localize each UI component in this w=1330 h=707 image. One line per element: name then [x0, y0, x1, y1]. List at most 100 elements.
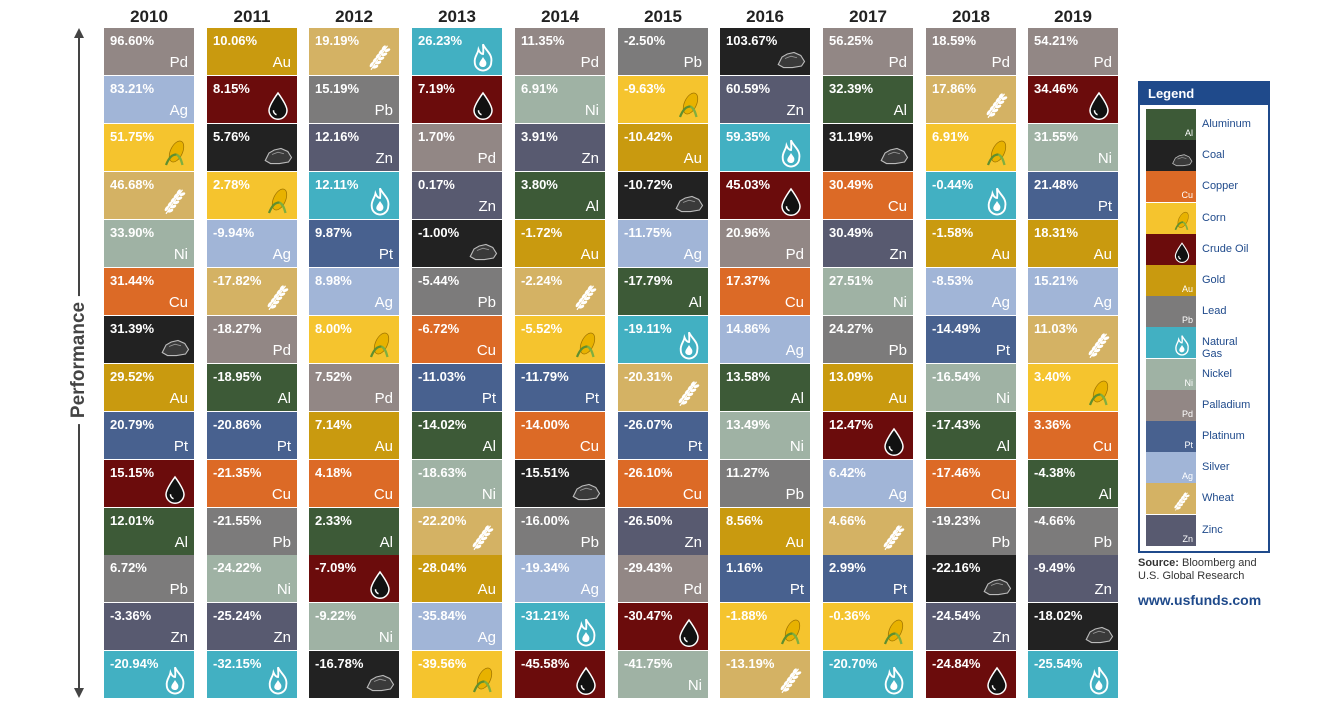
- cell-2015-crude-oil: -30.47%: [618, 603, 708, 650]
- legend-item-aluminum: Al Aluminum: [1146, 109, 1258, 140]
- return-value: -18.63%: [418, 465, 467, 480]
- return-value: -21.55%: [213, 513, 262, 528]
- cell-2017-corn: -0.36%: [823, 603, 913, 650]
- website-link[interactable]: www.usfunds.com: [1138, 592, 1262, 608]
- return-value: -26.50%: [624, 513, 673, 528]
- commodity-symbol: Au: [1093, 246, 1112, 263]
- cell-2015-platinum: -26.07% Pt: [618, 412, 708, 459]
- commodity-symbol: Pt: [1184, 440, 1193, 450]
- return-value: 8.15%: [213, 81, 250, 96]
- cell-2011-lead: -21.55% Pb: [207, 508, 297, 555]
- return-value: 2.99%: [829, 560, 866, 575]
- coal-icon: [366, 674, 395, 692]
- return-value: 96.60%: [110, 33, 155, 48]
- year-label-2010: 2010: [130, 7, 168, 26]
- oil-drop-icon: [1089, 91, 1109, 120]
- return-value: -22.20%: [418, 513, 467, 528]
- return-value: 13.49%: [726, 417, 771, 432]
- flame-icon: [576, 618, 596, 647]
- commodity-symbol: Al: [790, 390, 804, 407]
- wheat-icon: [1174, 492, 1190, 511]
- return-value: 8.56%: [726, 513, 763, 528]
- return-value: 7.52%: [315, 369, 352, 384]
- commodity-symbol: Cu: [784, 294, 804, 311]
- return-value: -20.70%: [829, 656, 878, 671]
- oil-drop-icon: [781, 187, 801, 216]
- legend-item-copper: Cu Copper: [1146, 171, 1258, 203]
- cell-2015-palladium: -29.43% Pd: [618, 555, 708, 602]
- legend-label: Copper: [1202, 180, 1239, 193]
- return-value: -0.36%: [829, 608, 871, 623]
- legend-title: Legend: [1140, 83, 1268, 105]
- return-value: 13.58%: [726, 369, 771, 384]
- cell-2011-corn: 2.78%: [207, 172, 297, 219]
- wheat-icon: [472, 525, 494, 551]
- legend-label: Wheat: [1202, 492, 1234, 505]
- commodity-symbol: Cu: [476, 342, 496, 359]
- legend-swatch: Pt: [1146, 421, 1196, 452]
- return-value: -2.50%: [624, 33, 666, 48]
- commodity-symbol: Ag: [374, 294, 393, 311]
- commodity-symbol: Pb: [683, 54, 702, 71]
- commodity-symbol: Al: [688, 294, 702, 311]
- cell-2017-palladium: 56.25% Pd: [823, 28, 913, 75]
- return-value: -11.75%: [624, 225, 672, 240]
- corn-icon: [883, 619, 904, 645]
- cell-2013-platinum: -11.03% Pt: [412, 364, 502, 411]
- return-value: -18.02%: [1034, 608, 1083, 623]
- oil-drop-icon: [884, 427, 904, 456]
- legend-swatch: Zn: [1146, 514, 1196, 546]
- commodity-symbol: Pd: [580, 54, 599, 71]
- legend-item-corn: Corn: [1146, 202, 1258, 234]
- return-value: -18.95%: [213, 369, 262, 384]
- corn-icon: [780, 619, 801, 645]
- year-label-2017: 2017: [849, 7, 887, 26]
- cell-2019-crude-oil: 34.46%: [1028, 76, 1118, 123]
- commodity-symbol: Pt: [995, 342, 1010, 359]
- cell-2011-silver: -9.94% Ag: [207, 220, 297, 267]
- cell-2019-zinc: -9.49% Zn: [1028, 555, 1118, 602]
- return-value: 54.21%: [1034, 33, 1079, 48]
- cell-2017-coal: 31.19%: [823, 124, 913, 171]
- legend-swatch: [1146, 483, 1196, 515]
- commodity-symbol: Pt: [687, 438, 702, 455]
- cell-2011-crude-oil: 8.15%: [207, 76, 297, 123]
- return-value: 4.18%: [315, 465, 352, 480]
- return-value: 20.96%: [726, 225, 771, 240]
- return-value: -17.43%: [932, 417, 981, 432]
- return-value: 11.35%: [521, 33, 565, 48]
- commodity-symbol: Al: [174, 534, 188, 551]
- year-label-2013: 2013: [438, 7, 476, 26]
- oil-drop-icon: [370, 570, 390, 599]
- cell-2018-coal: -22.16%: [926, 555, 1016, 602]
- cell-2010-gold: 29.52% Au: [104, 364, 194, 411]
- source-note: Source: Bloomberg and U.S. Global Resear…: [1138, 557, 1278, 583]
- cell-2019-platinum: 21.48% Pt: [1028, 172, 1118, 219]
- commodity-symbol: Zn: [1094, 581, 1112, 598]
- commodity-symbol: Zn: [375, 150, 393, 167]
- cell-2015-corn: -9.63%: [618, 76, 708, 123]
- flame-icon: [1175, 335, 1189, 356]
- return-value: 12.16%: [315, 129, 360, 144]
- commodity-symbol: Zn: [684, 534, 702, 551]
- legend-label: Nickel: [1202, 367, 1232, 380]
- cell-2018-platinum: -14.49% Pt: [926, 316, 1016, 363]
- return-value: 1.70%: [418, 129, 455, 144]
- coal-icon: [880, 147, 909, 165]
- wheat-icon: [1088, 333, 1110, 359]
- cell-2014-coal: -15.51%: [515, 460, 605, 507]
- corn-icon: [472, 667, 493, 693]
- return-value: -4.66%: [1034, 513, 1076, 528]
- return-value: 0.17%: [418, 177, 455, 192]
- commodity-symbol: Cu: [271, 486, 291, 503]
- return-value: -30.47%: [624, 608, 673, 623]
- return-value: -26.10%: [624, 465, 673, 480]
- return-value: 13.09%: [829, 369, 874, 384]
- cell-2011-palladium: -18.27% Pd: [207, 316, 297, 363]
- return-value: 3.36%: [1034, 417, 1071, 432]
- cell-2016-crude-oil: 45.03%: [720, 172, 810, 219]
- legend-item-wheat: Wheat: [1146, 483, 1258, 515]
- commodity-symbol: Pb: [272, 534, 291, 551]
- wheat-icon: [678, 381, 700, 407]
- return-value: -10.42%: [624, 129, 673, 144]
